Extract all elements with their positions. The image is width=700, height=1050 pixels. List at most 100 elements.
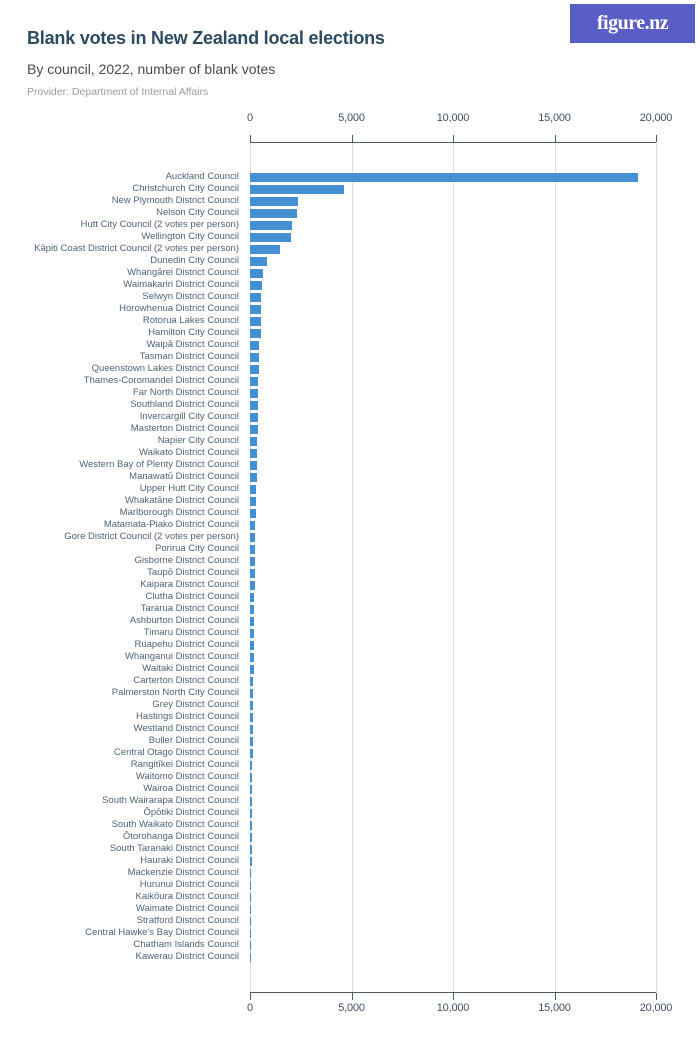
x-axis-top	[250, 142, 656, 143]
category-label: New Plymouth District Council	[111, 195, 239, 207]
category-label: Masterton District Council	[130, 423, 239, 435]
category-label: Dunedin City Council	[150, 255, 239, 267]
bar	[250, 484, 257, 495]
category-label: Ashburton District Council	[129, 615, 239, 627]
axis-tick-bottom	[554, 993, 556, 1000]
x-tick-label-bottom: 10,000	[436, 1002, 470, 1014]
category-label: Waimate District Council	[135, 903, 239, 915]
bar	[250, 736, 253, 747]
category-label: Invercargill City Council	[139, 411, 239, 423]
category-label: Waipā District Council	[146, 339, 239, 351]
gridline	[656, 142, 657, 992]
category-label: Nelson City Council	[156, 207, 239, 219]
category-label: Whakatāne District Council	[124, 495, 239, 507]
x-tick-label-bottom: 0	[247, 1002, 253, 1014]
bar	[250, 652, 254, 663]
bar	[250, 424, 258, 435]
category-label: Waitomo District Council	[135, 771, 239, 783]
bar	[250, 280, 262, 291]
bar	[250, 760, 253, 771]
category-label: Chatham Islands Council	[133, 939, 239, 951]
bar	[250, 628, 254, 639]
axis-tick-bottom	[351, 993, 353, 1000]
category-label: Stratford District Council	[136, 915, 239, 927]
axis-tick-top	[250, 135, 251, 142]
x-axis-bottom	[250, 992, 656, 993]
gridline	[554, 142, 556, 992]
axis-tick-top	[351, 135, 353, 142]
category-label: Central Hawke's Bay District Council	[85, 927, 239, 939]
category-label: Wellington City Council	[141, 231, 239, 243]
bar	[250, 808, 253, 819]
bar	[250, 556, 255, 567]
x-tick-label-bottom: 20,000	[639, 1002, 673, 1014]
category-label: Ruapehu District Council	[134, 639, 239, 651]
category-label: Grey District Council	[152, 699, 239, 711]
bar	[250, 268, 263, 279]
category-label: Central Otago District Council	[113, 747, 239, 759]
bar	[250, 460, 257, 471]
bar	[250, 340, 260, 351]
bar	[250, 232, 291, 243]
category-label: Gisborne District Council	[134, 555, 239, 567]
bar	[250, 616, 255, 627]
axis-tick-bottom	[250, 993, 251, 1000]
bar	[250, 592, 255, 603]
category-label: Hastings District Council	[136, 711, 239, 723]
category-label: Rangitīkei District Council	[130, 759, 239, 771]
bar	[250, 208, 297, 219]
bar	[250, 772, 253, 783]
bar	[250, 532, 256, 543]
x-tick-label-top: 20,000	[639, 112, 673, 124]
bar	[250, 472, 257, 483]
bar	[250, 400, 258, 411]
category-label: Clutha District Council	[145, 591, 239, 603]
bar	[250, 880, 252, 891]
bar	[250, 364, 259, 375]
bar	[250, 640, 254, 651]
category-label: Thames-Coromandel District Council	[83, 375, 239, 387]
category-label: Wairoa District Council	[143, 783, 239, 795]
category-label: Kāpiti Coast District Council (2 votes p…	[34, 243, 239, 255]
category-label: Manawatū District Council	[129, 471, 239, 483]
category-label: Palmerston North City Council	[111, 687, 239, 699]
bar	[250, 448, 258, 459]
category-label: Tasman District Council	[139, 351, 239, 363]
category-label: Christchurch City Council	[132, 183, 239, 195]
category-label: Gore District Council (2 votes per perso…	[64, 531, 239, 543]
category-label: Waitaki District Council	[142, 663, 239, 675]
bar	[250, 688, 254, 699]
category-label: Selwyn District Council	[142, 291, 239, 303]
x-tick-label-bottom: 5,000	[338, 1002, 365, 1014]
bar	[250, 868, 252, 879]
category-label: Napier City Council	[157, 435, 239, 447]
category-label: Marlborough District Council	[119, 507, 239, 519]
bar	[250, 508, 256, 519]
category-label: Kaikōura District Council	[135, 891, 239, 903]
bar	[250, 388, 259, 399]
category-label: Timaru District Council	[143, 627, 239, 639]
x-tick-label-bottom: 15,000	[538, 1002, 571, 1014]
category-label: Hutt City Council (2 votes per person)	[80, 219, 239, 231]
axis-tick-top	[656, 135, 657, 142]
bar	[250, 700, 254, 711]
category-label: Carterton District Council	[133, 675, 239, 687]
category-label: Waikato District Council	[139, 447, 239, 459]
gridline	[250, 142, 251, 992]
x-tick-label-top: 5,000	[338, 112, 365, 124]
category-label: Queenstown Lakes District Council	[91, 363, 239, 375]
category-label: Hurunui District Council	[139, 879, 239, 891]
bar	[250, 580, 255, 591]
category-label: South Waikato District Council	[111, 819, 239, 831]
category-label: Far North District Council	[132, 387, 239, 399]
x-tick-label-top: 0	[247, 112, 253, 124]
category-label: Horowhenua District Council	[119, 303, 239, 315]
bar	[250, 544, 255, 555]
category-label: South Wairarapa District Council	[102, 795, 239, 807]
bar	[250, 856, 252, 867]
category-label: Mackenzie District Council	[127, 867, 239, 879]
category-label: Kawerau District Council	[135, 951, 239, 963]
bar	[250, 412, 258, 423]
